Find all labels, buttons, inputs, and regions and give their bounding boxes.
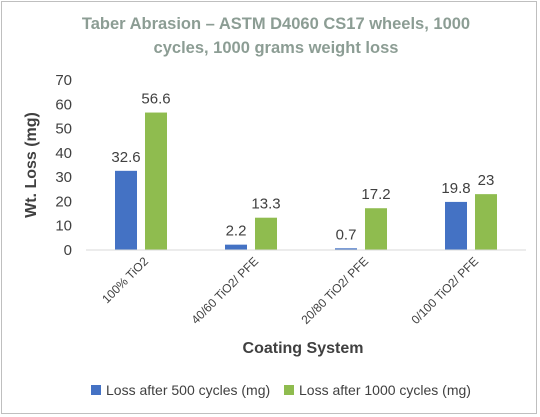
bar-1000-cycles [365,208,387,250]
bar-500-cycles [335,248,357,250]
legend-label-500: Loss after 500 cycles (mg) [106,382,270,398]
bar-500-cycles [445,201,467,250]
x-tick-label: 40/60 TiO2/ PFE [188,254,261,327]
x-tick-label: 0/100 TiO2/ PFE [408,254,481,327]
y-tick-label: 0 [64,242,72,259]
data-label: 13.3 [251,196,280,213]
legend-swatch-1000 [284,385,294,395]
legend-swatch-500 [91,385,101,395]
y-tick-label: 30 [55,169,72,186]
y-tick-label: 20 [55,193,72,210]
y-tick-label: 70 [55,72,72,89]
bar-1000-cycles [145,112,167,251]
bar-1000-cycles [475,194,497,250]
data-label: 17.2 [361,186,390,203]
y-tick-label: 40 [55,145,72,162]
chart-title-line-1: Taber Abrasion – ASTM D4060 CS17 wheels,… [82,15,470,33]
x-tick-label: 100% TiO2 [99,254,151,306]
data-label: 23 [478,172,495,189]
x-tick-label: 20/80 TiO2/ PFE [298,254,371,327]
x-axis-label: Coating System [243,340,364,357]
y-tick-label: 50 [55,121,72,138]
data-label: 2.2 [226,223,247,240]
bar-1000-cycles [255,217,277,250]
y-axis-label: Wt. Loss (mg) [23,112,40,218]
data-label: 0.7 [336,226,357,243]
data-label: 32.6 [111,149,140,166]
data-label: 19.8 [441,180,470,197]
bar-500-cycles [115,170,137,250]
legend-label-1000: Loss after 1000 cycles (mg) [299,382,471,398]
y-tick-label: 60 [55,96,72,113]
y-tick-label: 10 [55,218,72,235]
data-label: 56.6 [141,91,170,108]
bar-500-cycles [225,244,247,250]
chart-title-line-2: cycles, 1000 grams weight loss [154,39,399,57]
